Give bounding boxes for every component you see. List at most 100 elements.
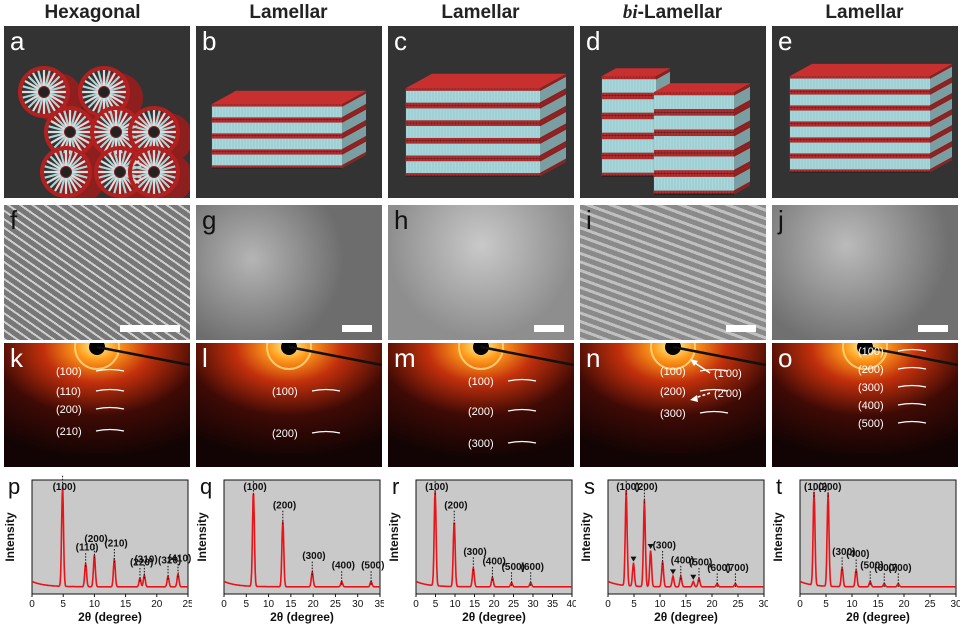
xrd-panel-s: (100) (200) (300) (400) (500) (600) (700) 0 5 10 1… (576, 472, 768, 632)
sem-image-f (4, 205, 190, 340)
x-tick-label: 15 (680, 599, 692, 610)
column-title-4-text: -Lamellar (637, 2, 723, 23)
ring-label: (200) (468, 406, 494, 418)
x-tick-label: 20 (898, 599, 910, 610)
x-tick-label: 25 (182, 599, 192, 610)
column-title-4: bi-Lamellar (580, 2, 765, 24)
xrd-chart-p: (100) (110)(200)(210)(220)(310) (320)(410)… (3, 474, 192, 624)
model-panel-a: a (4, 26, 190, 198)
x-tick-label: 25 (330, 599, 342, 610)
panel-label-i: i (586, 205, 592, 235)
x-axis-label: 2θ (degree) (654, 610, 718, 624)
x-tick-label: 15 (469, 599, 481, 610)
x-tick-label: 10 (449, 599, 461, 610)
x-tick-label: 20 (151, 599, 163, 610)
ring-label: (300) (468, 438, 494, 450)
scale-bar (342, 325, 372, 332)
column-title-3: Lamellar (441, 2, 520, 23)
model-illustration-a (18, 66, 190, 198)
model-panel-b: b (196, 26, 382, 198)
sem-panel-f: f (4, 205, 190, 340)
x-tick-label: 0 (413, 599, 419, 610)
scale-bar (726, 325, 756, 332)
model-panel-e: e (772, 26, 958, 198)
x-tick-label: 30 (950, 599, 960, 610)
panel-label-t: t (776, 474, 782, 499)
model-panel-c: c (388, 26, 574, 198)
ring-label: (500) (858, 418, 884, 430)
x-tick-label: 35 (547, 599, 559, 610)
y-axis-label: Intensity (579, 512, 593, 562)
peak-marker (630, 556, 637, 562)
model-illustration-c (405, 73, 566, 177)
panel-label-r: r (392, 474, 399, 499)
saxs-pattern-n: (100) (200) (300) (1'00) (2'00) (580, 343, 766, 467)
panel-label-h: h (394, 205, 409, 235)
peak-label: (200) (634, 482, 657, 493)
peak-marker (647, 543, 654, 549)
panel-label-e: e (778, 26, 793, 56)
ring-label: (110) (56, 386, 81, 398)
x-tick-label: 15 (285, 599, 297, 610)
peak-label: (600) (521, 562, 544, 573)
peak-label: (700) (888, 563, 911, 574)
peak-label: (200) (273, 500, 296, 511)
saxs-panel-k: (100) (110) (200) (210) k (4, 343, 190, 467)
sem-image-j (772, 205, 958, 340)
xrd-chart-t: (100)(200) (300)(400)(500)(600)(700) 0 5 10 1… (771, 474, 960, 624)
x-tick-label: 20 (488, 599, 500, 610)
y-axis-label: Intensity (387, 512, 401, 562)
x-tick-label: 0 (797, 599, 803, 610)
peak-label: (200) (444, 500, 467, 511)
xrd-chart-r: (100) (200) (300)(400)(500)(600) 0 5 10 15 20 25… (387, 474, 576, 624)
xrd-curve (607, 490, 764, 588)
model-panel-d: d (580, 26, 766, 198)
peak-label: (320) (158, 555, 181, 566)
panel-label-o: o (778, 343, 793, 373)
panel-label-g: g (202, 205, 217, 235)
xrd-panel-q: (100) (200) (300) (400) (500) 0 5 10 15 20 25 30 35 2… (192, 472, 384, 632)
saxs-pattern-l: (100) (200) (196, 343, 382, 467)
x-tick-label: 15 (872, 599, 884, 610)
scale-bar (120, 325, 180, 332)
peak-label: (300) (463, 547, 486, 558)
x-tick-label: 10 (846, 599, 858, 610)
x-axis-label: 2θ (degree) (270, 610, 334, 624)
sem-image-i (580, 205, 766, 340)
xrd-panel-p: (100) (110) (200) (210) (220) (310) (320) (410)… (0, 472, 192, 632)
xrd-chart-q: (100) (200) (300) (400) (500) 0 5 10 15 20 25 30 35 2… (195, 474, 384, 624)
ring-label: (300) (660, 408, 686, 420)
peak-label: (700) (725, 563, 748, 574)
x-tick-label: 5 (60, 599, 66, 610)
ring-label: (100) (858, 346, 884, 358)
x-tick-label: 30 (352, 599, 364, 610)
ring-label: (1'00) (714, 368, 742, 380)
peak-label: (310) (134, 554, 157, 565)
panel-label-q: q (200, 474, 212, 499)
panel-label-a: a (10, 26, 25, 56)
panel-label-d: d (586, 26, 601, 56)
panel-label-k: k (10, 343, 23, 373)
x-tick-label: 5 (823, 599, 829, 610)
panel-label-n: n (586, 343, 601, 373)
column-title-2: Lamellar (249, 2, 328, 23)
x-tick-label: 30 (527, 599, 539, 610)
peak-label: (100) (616, 482, 639, 493)
x-tick-label: 20 (308, 599, 320, 610)
y-axis-label: Intensity (195, 512, 209, 562)
ring-label: (2'00) (714, 388, 742, 400)
saxs-panel-l: (100) (200) l (196, 343, 382, 467)
x-tick-label: 0 (221, 599, 227, 610)
xrd-chart-s: (100)(200) (300) (400)(500)(600)(700) 0 5 10 1… (579, 474, 768, 624)
saxs-panel-o: (100) (200) (300) (400) (500) o (772, 343, 958, 467)
column-title-4-prefix: bi (622, 2, 638, 23)
peak-label: (210) (104, 538, 127, 549)
peak-label: (110) (76, 543, 99, 554)
peak-label: (300) (832, 547, 855, 558)
y-axis-label: Intensity (3, 512, 17, 562)
peak-label: (100) (243, 482, 266, 493)
scale-bar (534, 325, 564, 332)
panel-label-f: f (10, 205, 18, 235)
x-tick-label: 35 (374, 599, 384, 610)
peak-label: (200) (84, 534, 107, 545)
